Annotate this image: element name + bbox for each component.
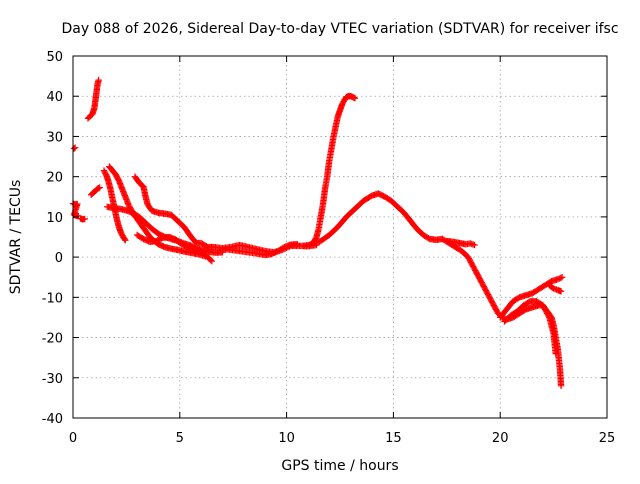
data-point bbox=[208, 257, 216, 265]
data-point bbox=[350, 94, 358, 101]
y-tick-label: -20 bbox=[42, 332, 63, 347]
y-tick-label: -30 bbox=[42, 372, 63, 387]
series-pass-dip-mid bbox=[219, 241, 301, 259]
plot-frame bbox=[72, 55, 608, 419]
data-point bbox=[95, 76, 102, 84]
data-point bbox=[556, 275, 563, 282]
x-tick-label: 5 bbox=[176, 431, 184, 446]
x-tick-label: 20 bbox=[492, 431, 509, 446]
data-point bbox=[96, 184, 103, 191]
y-tick-label: 0 bbox=[55, 251, 63, 266]
data-point bbox=[557, 382, 565, 390]
x-tick-label: 15 bbox=[385, 431, 402, 446]
data-point bbox=[207, 256, 214, 264]
data-point bbox=[122, 237, 129, 244]
series-pass-late-c bbox=[546, 282, 565, 295]
series-pass-late-b bbox=[497, 274, 566, 321]
grid-lines bbox=[73, 56, 607, 418]
series-pass-late-d bbox=[501, 298, 559, 357]
y-tick-label: 30 bbox=[46, 130, 63, 145]
series-early-point-1 bbox=[70, 144, 79, 152]
data-point bbox=[121, 235, 128, 243]
y-tick-label: 10 bbox=[46, 211, 63, 226]
x-tick-label: 25 bbox=[599, 431, 616, 446]
data-point bbox=[95, 184, 102, 192]
data-point bbox=[70, 145, 78, 152]
series-early-point-4 bbox=[87, 184, 103, 198]
series-pass-high-early bbox=[84, 76, 102, 122]
data-point bbox=[294, 241, 301, 248]
data-points bbox=[69, 76, 566, 390]
x-tick-label: 10 bbox=[278, 431, 295, 446]
data-point bbox=[557, 288, 565, 295]
x-tick-label: 0 bbox=[69, 431, 77, 446]
chart-title: Day 088 of 2026, Sidereal Day-to-day VTE… bbox=[61, 21, 618, 37]
axis-ticks bbox=[72, 55, 608, 419]
data-point bbox=[471, 241, 478, 249]
x-axis-title: GPS time / hours bbox=[281, 458, 398, 474]
data-point bbox=[81, 215, 88, 223]
data-point bbox=[351, 95, 359, 102]
y-tick-label: -10 bbox=[42, 291, 63, 306]
series-early-point-2 bbox=[69, 200, 82, 220]
data-point bbox=[557, 274, 564, 282]
series-pass-post-hump bbox=[443, 237, 478, 249]
data-point bbox=[558, 274, 566, 281]
tick-labels: 0 5 10 15 20 25 -40 -30 -20 -10 0 10 20 30 40 50 bbox=[42, 50, 616, 446]
data-point bbox=[552, 350, 559, 357]
y-tick-label: 40 bbox=[46, 90, 63, 105]
series-pass-early-a bbox=[100, 167, 129, 244]
data-point bbox=[545, 312, 552, 320]
y-axis-title: SDTVAR / TECUs bbox=[8, 180, 24, 295]
series-pass-main-hump bbox=[300, 190, 480, 277]
series-pass-rise-high bbox=[309, 93, 359, 247]
data-point bbox=[554, 276, 562, 283]
series-pass-early-e bbox=[133, 231, 216, 265]
y-tick-label: 50 bbox=[46, 50, 63, 65]
series-early-point-3 bbox=[77, 215, 88, 223]
y-tick-label: -40 bbox=[42, 412, 63, 427]
y-tick-label: 20 bbox=[46, 171, 63, 186]
